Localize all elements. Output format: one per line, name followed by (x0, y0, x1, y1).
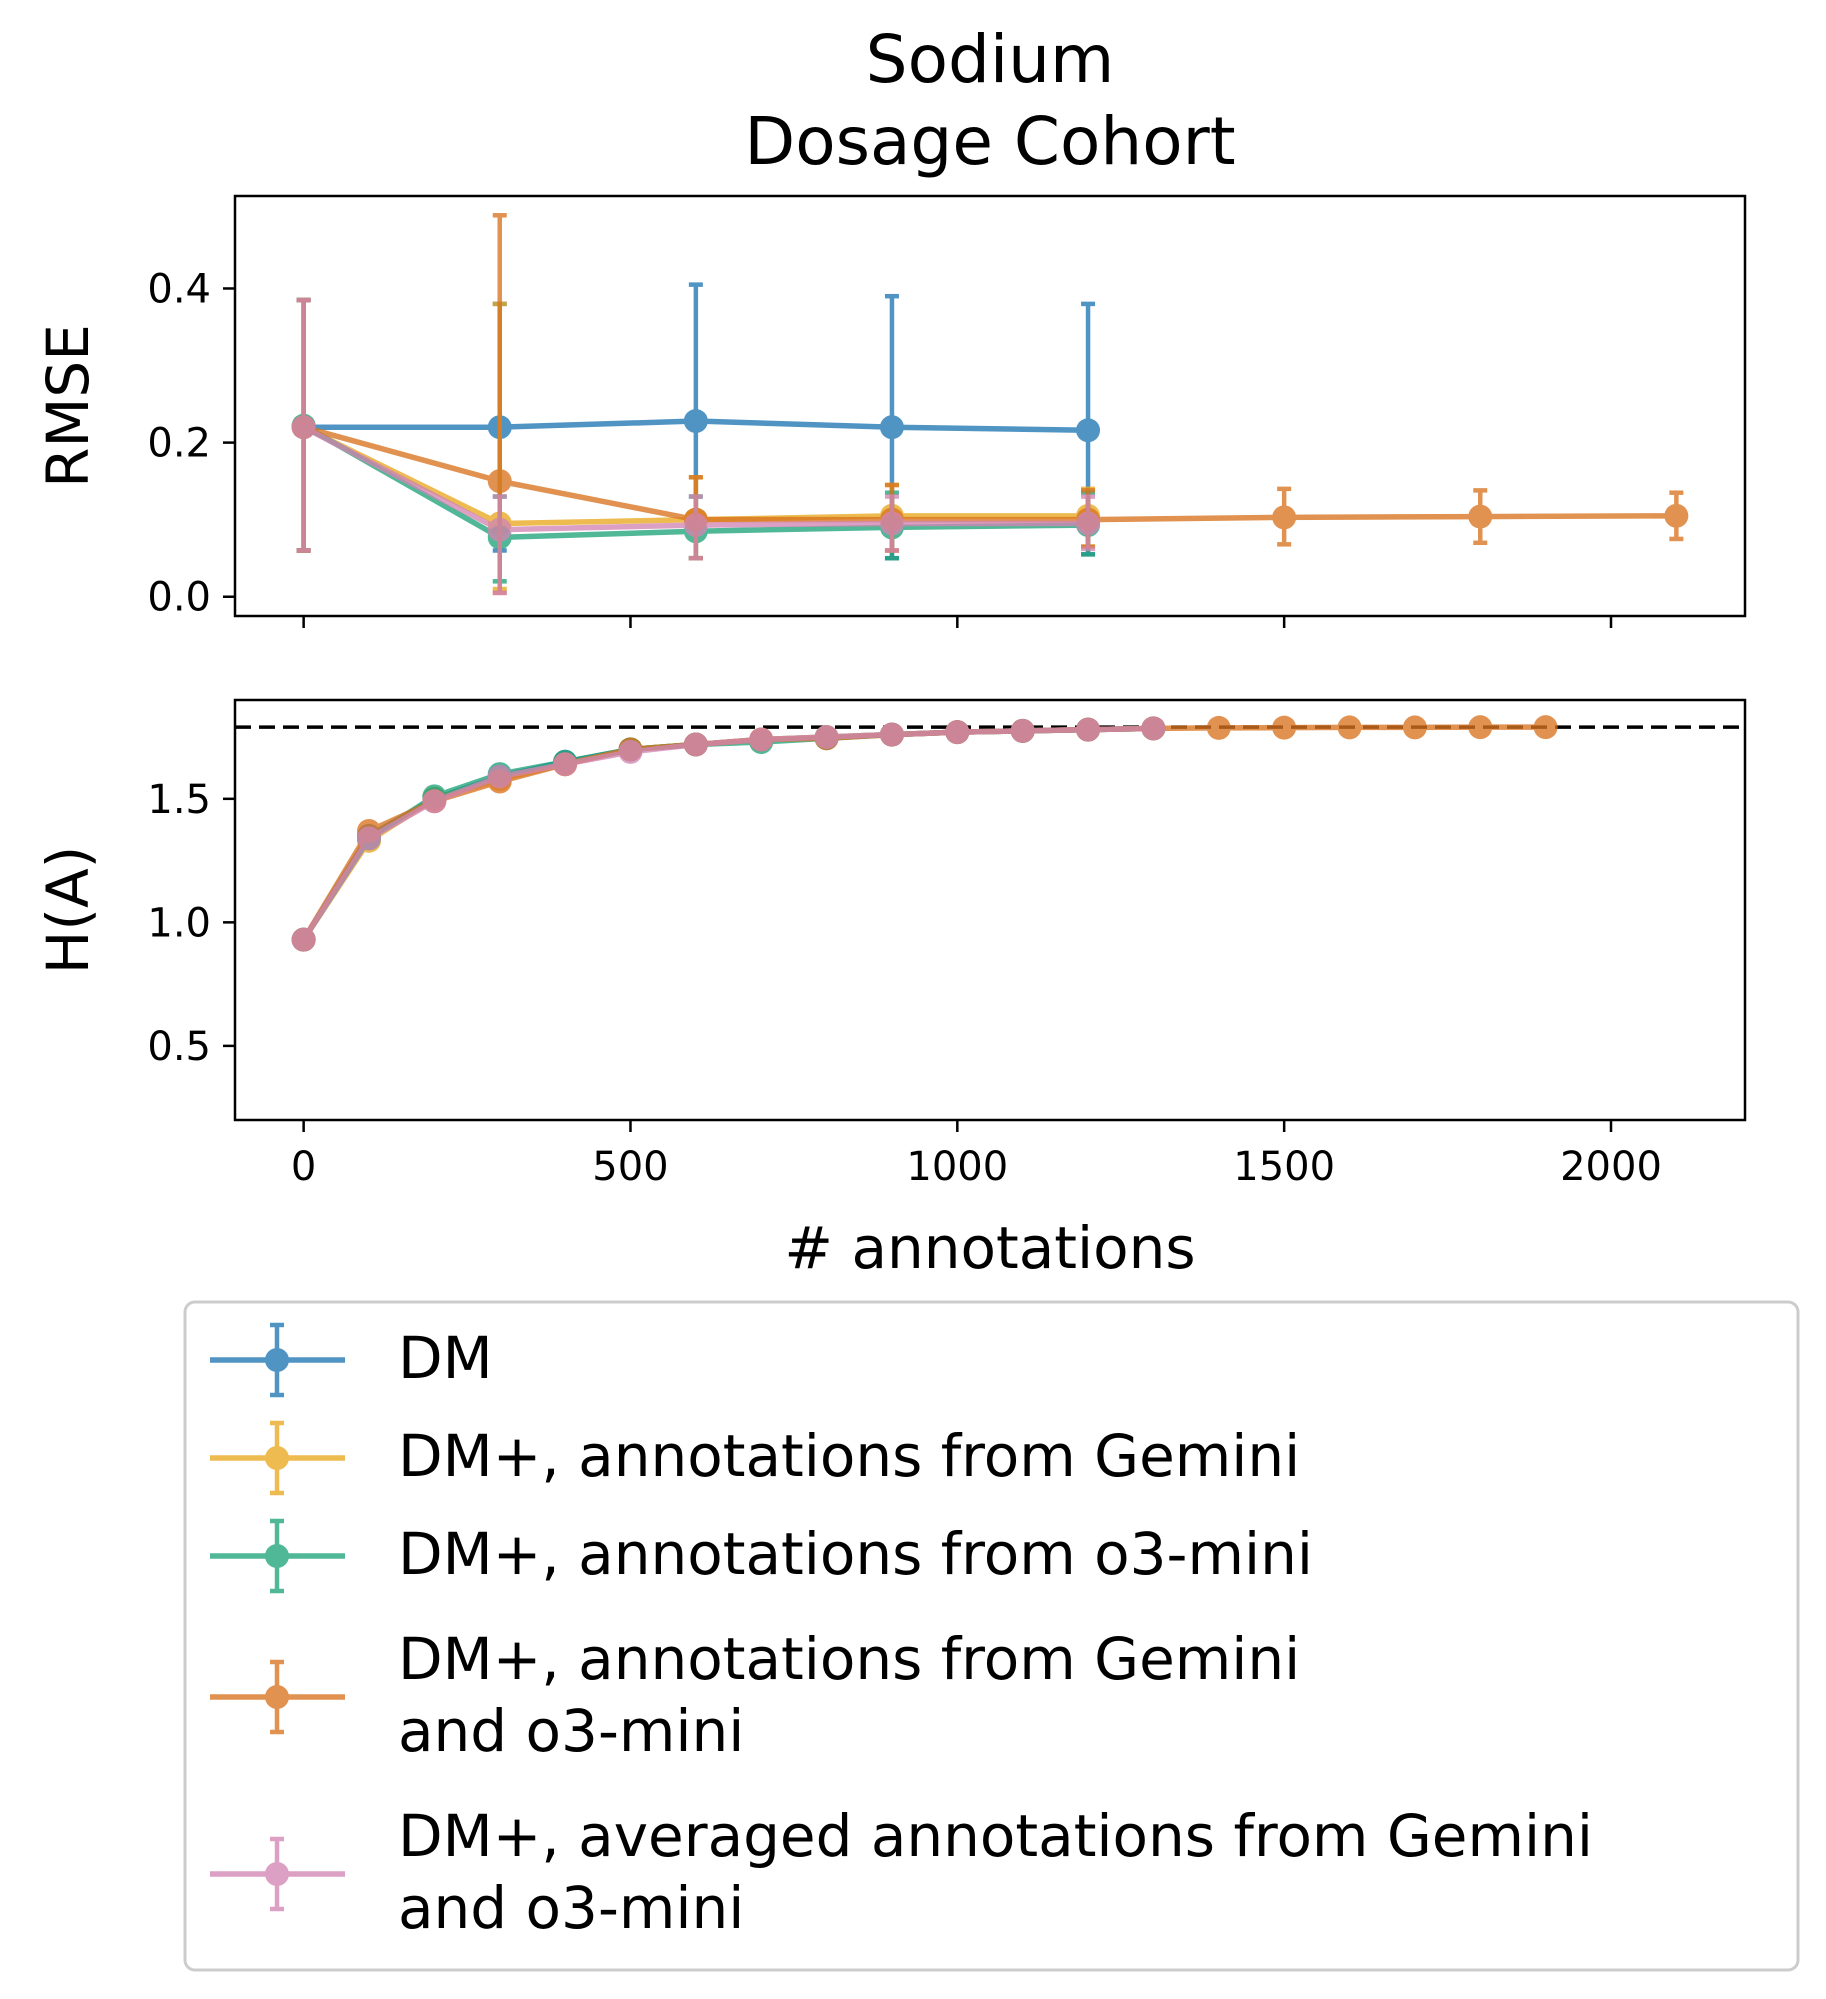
data-point (683, 513, 708, 538)
legend-marker (210, 1322, 345, 1398)
series-dm (291, 716, 1166, 952)
x-tick-label: 2000 (1560, 1144, 1662, 1190)
y-tick-label: 1.0 (147, 900, 211, 946)
data-point (683, 409, 708, 434)
series-line (301, 724, 1546, 942)
data-point (879, 511, 904, 536)
x-tick-label: 500 (592, 1144, 668, 1190)
legend-marker (210, 1518, 345, 1594)
series-line (301, 725, 1154, 942)
data-point (879, 415, 904, 440)
data-point (1533, 715, 1558, 740)
legend-label: DM+, annotations from Gemini (398, 1625, 1300, 1693)
data-point (1272, 505, 1297, 530)
chart-title-line: Sodium (866, 21, 1115, 98)
y-axis-label: H(A) (34, 846, 102, 975)
x-axis-label: # annotations (784, 1214, 1195, 1282)
entropy-panel: 0.5 1.0 1.5 0 500 1000 1500 2000 H(A) # annotatio… (34, 698, 1747, 1282)
data-point (553, 752, 578, 777)
series-dm-averaged-annotations-from-gemini-and-o3-mini (291, 716, 1166, 952)
series-dm-annotations-from-gemini (291, 716, 1166, 952)
legend-label: and o3-mini (398, 1697, 744, 1765)
rmse-panel: 0.0 0.2 0.4 RMSE (34, 194, 1747, 628)
data-point (1010, 718, 1035, 743)
legend-point (265, 1544, 289, 1568)
data-point (487, 517, 512, 542)
series-line (301, 725, 1154, 942)
data-point (357, 826, 382, 851)
data-point (618, 739, 643, 764)
chart-title-line: Dosage Cohort (744, 103, 1235, 180)
legend-box (183, 1300, 1800, 1972)
legend-marker (210, 1420, 345, 1496)
y-tick-label: 1.5 (147, 777, 211, 823)
y-tick-label: 0.5 (147, 1024, 211, 1070)
plot-area (235, 715, 1745, 952)
series-dm-annotations-from-gemini-and-o3-mini (291, 715, 1558, 952)
series-line (301, 725, 1154, 942)
y-tick-label: 0.0 (147, 575, 211, 621)
legend-label: DM+, averaged annotations from Gemini (398, 1802, 1593, 1870)
legend-marker (210, 1659, 345, 1735)
plot-area (291, 213, 1689, 596)
legend-point (265, 1862, 289, 1886)
data-point (945, 720, 970, 745)
y-axis-label: RMSE (34, 324, 102, 488)
y-tick-label: 0.2 (147, 421, 211, 467)
data-point (1468, 504, 1493, 529)
series-line (301, 725, 1154, 942)
legend-point (265, 1348, 289, 1372)
data-point (683, 732, 708, 757)
legend-label: and o3-mini (398, 1874, 744, 1942)
data-point (1076, 717, 1101, 742)
data-point (1141, 716, 1166, 741)
legend-point (265, 1446, 289, 1470)
data-point (1076, 511, 1101, 536)
legend-label: DM+, annotations from Gemini (398, 1422, 1300, 1490)
x-tick-label: 1000 (906, 1144, 1008, 1190)
legend-point (265, 1685, 289, 1709)
data-point (291, 415, 316, 440)
data-point (879, 722, 904, 747)
data-point (1272, 715, 1297, 740)
data-point (291, 927, 316, 952)
series-line (302, 424, 1677, 523)
legend-label: DM (398, 1324, 493, 1392)
x-tick-label: 1500 (1233, 1144, 1335, 1190)
data-point (1468, 715, 1493, 740)
data-point (749, 727, 774, 752)
data-point (1076, 418, 1101, 443)
axes-frame (233, 194, 1747, 618)
legend: DM DM+, annotations from Gemini DM+, annot… (183, 1300, 1800, 1972)
data-point (814, 725, 839, 750)
data-point (487, 469, 512, 494)
x-tick-label: 0 (291, 1144, 316, 1190)
y-tick-label: 0.4 (147, 266, 211, 312)
axes-frame (233, 698, 1747, 1122)
legend-label: DM+, annotations from o3-mini (398, 1520, 1313, 1588)
data-point (1206, 715, 1231, 740)
data-point (487, 764, 512, 789)
data-point (1664, 503, 1689, 528)
data-point (1337, 715, 1362, 740)
data-point (1402, 715, 1427, 740)
data-point (422, 789, 447, 814)
series-dm-averaged-annotations-from-gemini-and-o3-mini (291, 297, 1101, 596)
series-dm-annotations-from-o3-mini (291, 716, 1166, 952)
legend-marker (210, 1836, 345, 1912)
